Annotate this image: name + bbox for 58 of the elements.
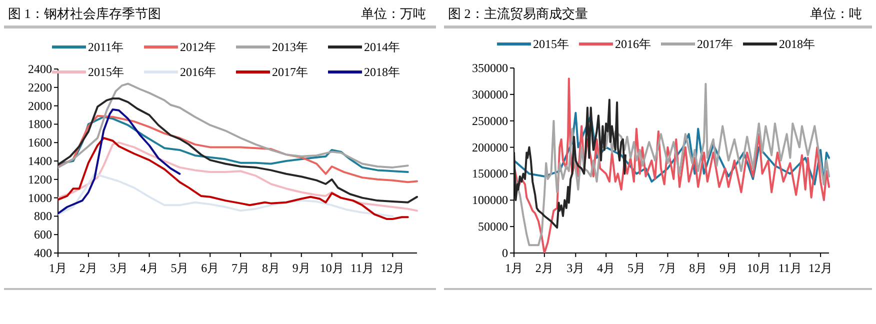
x-tick-label: 1月: [49, 261, 67, 275]
legend-label: 2014年: [364, 40, 400, 54]
y-tick-label: 100000: [472, 193, 508, 208]
x-tick-label: 10月: [746, 261, 771, 275]
legend-label: 2018年: [364, 65, 400, 79]
y-tick-label: 50000: [478, 220, 508, 234]
legend-label: 2016年: [615, 37, 651, 51]
y-tick-label: 1400: [28, 154, 52, 168]
x-tick-label: 2月: [79, 261, 98, 275]
x-tick-label: 3月: [110, 261, 128, 275]
chart-title: 图 1：钢材社会库存季节图: [8, 6, 161, 21]
y-tick-label: 800: [34, 209, 52, 224]
legend-label: 2012年: [180, 40, 216, 54]
x-tick-label: 4月: [597, 261, 616, 275]
x-tick-label: 12月: [380, 261, 405, 275]
legend-label: 2011年: [88, 40, 124, 54]
y-tick-label: 1800: [28, 117, 52, 132]
chart-subtitle: 单位：万吨: [361, 6, 426, 21]
x-tick-label: 5月: [627, 261, 646, 275]
x-tick-label: 6月: [201, 261, 220, 275]
legend-label: 2013年: [272, 40, 308, 54]
y-tick-label: 400: [34, 246, 52, 260]
legend-label: 2016年: [180, 65, 216, 79]
chart-title: 图 2：主流贸易商成交量: [448, 6, 588, 21]
legend-label: 2015年: [88, 65, 124, 79]
y-tick-label: 2200: [28, 80, 52, 94]
y-tick-label: 600: [34, 228, 52, 242]
y-tick-label: 200000: [472, 140, 508, 154]
x-tick-label: 9月: [292, 261, 310, 275]
x-tick-label: 9月: [720, 261, 738, 275]
x-tick-label: 12月: [808, 261, 833, 275]
y-tick-label: 2000: [28, 98, 52, 113]
legend-label: 2017年: [272, 65, 308, 79]
y-tick-label: 250000: [472, 114, 508, 128]
x-tick-label: 2月: [535, 261, 554, 275]
legend-label: 2015年: [533, 37, 569, 51]
y-tick-label: 1000: [28, 190, 52, 205]
y-tick-label: 0: [502, 246, 508, 260]
x-tick-label: 8月: [262, 261, 280, 275]
x-tick-label: 5月: [170, 261, 189, 275]
x-tick-label: 10月: [320, 261, 344, 275]
x-tick-label: 3月: [566, 261, 585, 275]
legend-label: 2018年: [779, 37, 815, 51]
y-tick-label: 2400: [28, 62, 52, 76]
x-tick-label: 1月: [505, 261, 523, 275]
y-tick-label: 1200: [28, 172, 52, 186]
y-tick-label: 350000: [472, 61, 508, 75]
x-tick-label: 11月: [350, 261, 374, 275]
x-tick-label: 7月: [232, 261, 250, 275]
chart-subtitle: 单位：吨: [810, 6, 862, 21]
x-tick-label: 11月: [778, 261, 802, 275]
legend-label: 2017年: [697, 37, 733, 51]
y-tick-label: 1600: [28, 136, 52, 150]
x-tick-label: 8月: [689, 261, 708, 275]
y-tick-label: 300000: [472, 87, 508, 102]
x-tick-label: 7月: [658, 261, 677, 275]
y-tick-label: 150000: [472, 166, 508, 181]
x-tick-label: 4月: [140, 261, 158, 275]
